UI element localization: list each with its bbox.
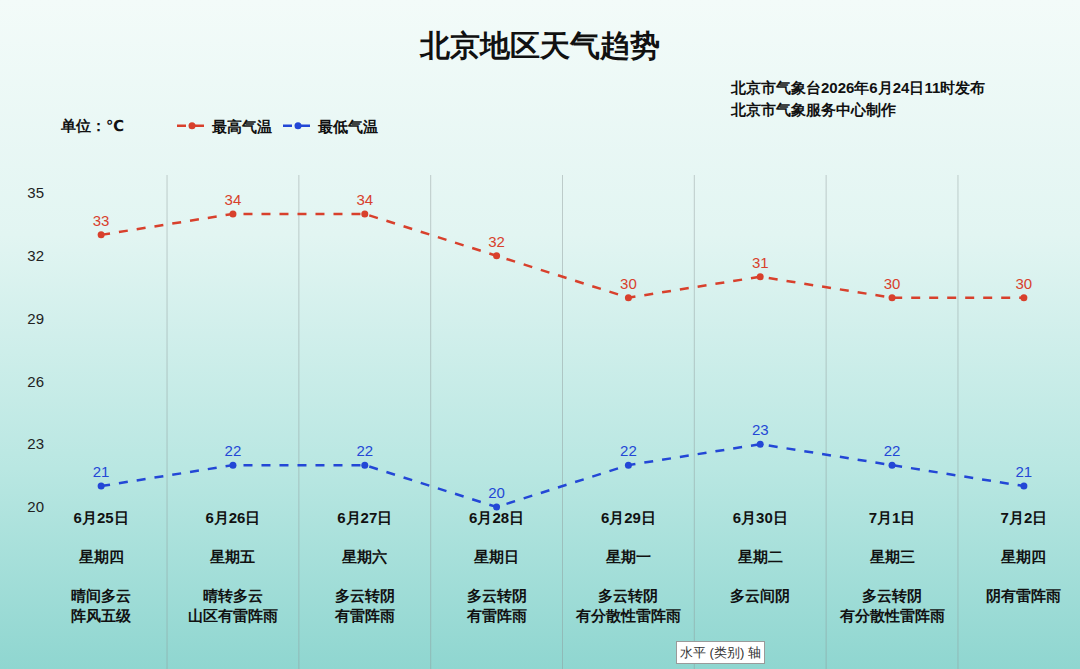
svg-text:21: 21	[93, 463, 110, 480]
svg-text:34: 34	[356, 191, 373, 208]
svg-text:22: 22	[884, 442, 901, 459]
svg-text:22: 22	[225, 442, 242, 459]
svg-text:6月25日星期四晴间多云阵风五级: 6月25日星期四晴间多云阵风五级	[71, 509, 132, 624]
svg-text:6月27日星期六多云转阴有雷阵雨: 6月27日星期六多云转阴有雷阵雨	[334, 509, 395, 624]
svg-text:6月28日星期日多云转阴有雷阵雨: 6月28日星期日多云转阴有雷阵雨	[466, 509, 527, 624]
svg-text:7月1日星期三多云转阴有分散性雷阵雨: 7月1日星期三多云转阴有分散性雷阵雨	[839, 509, 945, 624]
svg-text:北京市气象台2026年6月24日11时发布: 北京市气象台2026年6月24日11时发布	[730, 79, 985, 96]
svg-text:水平 (类别) 轴: 水平 (类别) 轴	[680, 645, 761, 660]
svg-text:35: 35	[27, 184, 44, 201]
svg-text:21: 21	[1016, 463, 1033, 480]
svg-text:32: 32	[488, 233, 505, 250]
svg-text:26: 26	[27, 373, 44, 390]
svg-text:32: 32	[27, 247, 44, 264]
svg-text:34: 34	[225, 191, 242, 208]
svg-text:31: 31	[752, 254, 769, 271]
svg-text:22: 22	[620, 442, 637, 459]
svg-text:22: 22	[356, 442, 373, 459]
svg-text:30: 30	[1016, 275, 1033, 292]
svg-text:最高气温: 最高气温	[211, 118, 272, 135]
svg-text:30: 30	[884, 275, 901, 292]
svg-text:20: 20	[27, 498, 44, 515]
svg-text:6月30日星期二多云间阴: 6月30日星期二多云间阴	[730, 509, 790, 604]
svg-text:23: 23	[27, 435, 44, 452]
svg-text:30: 30	[620, 275, 637, 292]
svg-text:北京市气象服务中心制作: 北京市气象服务中心制作	[730, 101, 896, 118]
svg-text:单位：℃: 单位：℃	[60, 117, 124, 134]
svg-text:北京地区天气趋势: 北京地区天气趋势	[419, 29, 660, 62]
svg-text:6月29日星期一多云转阴有分散性雷阵雨: 6月29日星期一多云转阴有分散性雷阵雨	[575, 509, 681, 624]
svg-text:33: 33	[93, 212, 110, 229]
svg-text:20: 20	[488, 484, 505, 501]
svg-text:最低气温: 最低气温	[317, 118, 378, 135]
svg-text:6月26日星期五晴转多云山区有雷阵雨: 6月26日星期五晴转多云山区有雷阵雨	[188, 509, 278, 624]
svg-text:7月2日星期四阴有雷阵雨: 7月2日星期四阴有雷阵雨	[986, 509, 1061, 604]
svg-text:23: 23	[752, 421, 769, 438]
svg-text:29: 29	[27, 310, 44, 327]
